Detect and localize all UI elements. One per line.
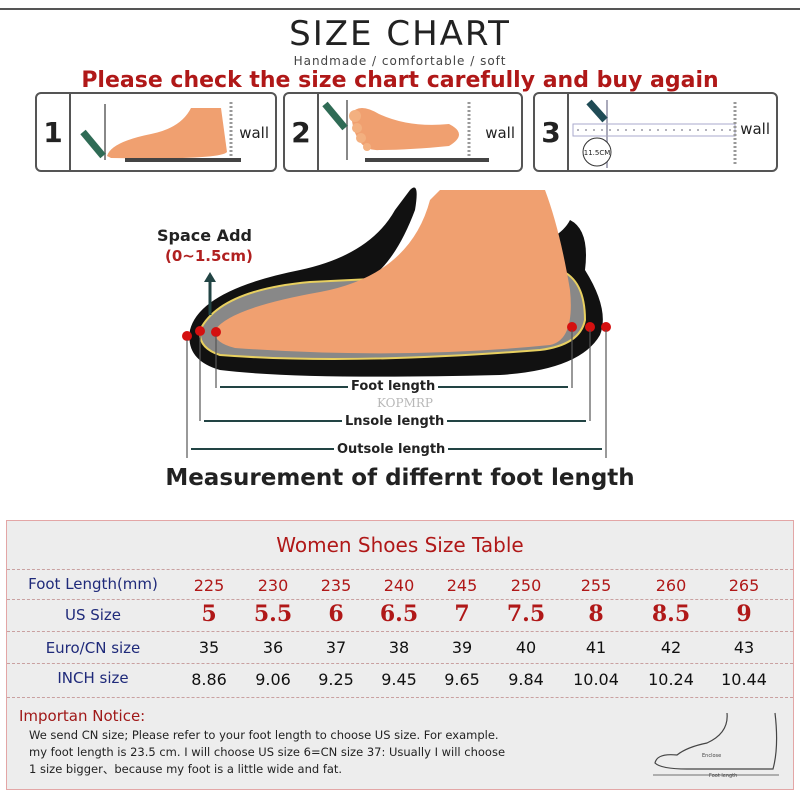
- notice-title: Importan Notice:: [19, 707, 146, 725]
- table-cell: 35: [198, 638, 220, 657]
- table-cell: 37: [325, 638, 347, 657]
- size-table: Women Shoes Size Table Foot Length(mm) 2…: [6, 520, 794, 790]
- notice-line: 1 size bigger、because my foot is a littl…: [29, 762, 343, 776]
- table-cell: 250: [510, 576, 542, 595]
- row-label: US Size: [64, 606, 122, 624]
- table-cell: 8: [588, 601, 604, 627]
- foot-top-illustration: [322, 100, 489, 162]
- row-label: INCH size: [57, 669, 129, 687]
- table-cell: 36: [262, 638, 284, 657]
- table-cell: 8.5: [651, 601, 691, 627]
- divider: [7, 697, 793, 698]
- diagram-caption: Measurement of differnt foot length: [165, 465, 635, 491]
- table-cell: 40: [515, 638, 537, 657]
- table-cell: 9.65: [444, 670, 480, 689]
- foot-length-label: Foot length: [348, 379, 439, 394]
- step-1-panel: 1 wall: [35, 92, 277, 172]
- space-add-label: Space Add: [157, 226, 252, 245]
- table-cell: 5.5: [253, 601, 293, 627]
- table-cell: 235: [320, 576, 352, 595]
- table-cell: 9.25: [318, 670, 354, 689]
- table-title: Women Shoes Size Table: [276, 533, 524, 557]
- page-subtitle: Handmade / comfortable / soft: [293, 54, 507, 68]
- notice-line: my foot length is 23.5 cm. I will choose…: [29, 745, 506, 759]
- table-cell: 43: [733, 638, 755, 657]
- notice-text: We send CN size; Please refer to your fo…: [29, 727, 639, 778]
- notice-line: We send CN size; Please refer to your fo…: [29, 728, 499, 742]
- table-cell: 9.45: [381, 670, 417, 689]
- wall-label: wall: [740, 120, 770, 138]
- table-cell: 9: [736, 601, 752, 627]
- ruler-illustration: 11.5CM: [572, 99, 737, 168]
- watermark: KOPMRP: [377, 396, 433, 410]
- foot-side-illustration: [80, 102, 241, 162]
- space-add-range: (0~1.5cm): [165, 247, 253, 265]
- table-cell: 260: [655, 576, 687, 595]
- table-cell: 10.04: [573, 670, 619, 689]
- step-number: 2: [285, 94, 319, 170]
- table-cell: 7: [454, 601, 470, 627]
- top-divider: [0, 8, 800, 10]
- table-cell: 245: [446, 576, 478, 595]
- table-cell: 38: [388, 638, 410, 657]
- step-2-panel: 2 wall: [283, 92, 523, 172]
- table-row: INCH size 8.86 9.06 9.25 9.45 9.65 9.84 10.04 1…: [7, 663, 793, 697]
- table-cell: 255: [580, 576, 612, 595]
- page-title: SIZE CHART: [289, 14, 511, 54]
- ruler-value: 11.5CM: [584, 149, 611, 157]
- table-row: Foot Length(mm) 225 230 235 240 245 250 255 260…: [7, 569, 793, 599]
- table-cell: 225: [193, 576, 225, 595]
- table-cell: 8.86: [191, 670, 227, 689]
- table-cell: 9.06: [255, 670, 291, 689]
- table-cell: 42: [660, 638, 682, 657]
- table-cell: 10.44: [721, 670, 767, 689]
- insole-length-label: Lnsole length: [342, 414, 448, 429]
- step-3-panel: 3 11.5CM wall: [533, 92, 778, 172]
- step-number: 1: [37, 94, 71, 170]
- table-cell: 41: [585, 638, 607, 657]
- table-cell: 230: [257, 576, 289, 595]
- table-cell: 240: [383, 576, 415, 595]
- table-cell: 9.84: [508, 670, 544, 689]
- warning-text: Please check the size chart carefully an…: [81, 68, 719, 93]
- row-label: Euro/CN size: [45, 639, 141, 657]
- wall-label: wall: [485, 124, 515, 142]
- foot-outline-figure: Enclose Foot length: [653, 712, 779, 779]
- table-cell: 5: [201, 601, 217, 627]
- row-label: Foot Length(mm): [28, 575, 158, 593]
- enclose-label: Enclose: [702, 753, 721, 759]
- table-cell: 6.5: [379, 601, 419, 627]
- table-cell: 39: [451, 638, 473, 657]
- table-cell: 10.24: [648, 670, 694, 689]
- wall-label: wall: [239, 124, 269, 142]
- table-cell: 7.5: [506, 601, 546, 627]
- table-cell: 6: [328, 601, 344, 627]
- foot-in-shoe-illustration: [182, 187, 611, 458]
- step-number: 3: [535, 94, 569, 170]
- table-row: Euro/CN size 35 36 37 38 39 40 41 42 43: [7, 631, 793, 663]
- figure-foot-length-label: Foot length: [709, 773, 737, 779]
- table-row: US Size 5 5.5 6 6.5 7 7.5 8 8.5 9: [7, 599, 793, 631]
- table-cell: 265: [728, 576, 760, 595]
- outsole-length-label: Outsole length: [334, 442, 449, 457]
